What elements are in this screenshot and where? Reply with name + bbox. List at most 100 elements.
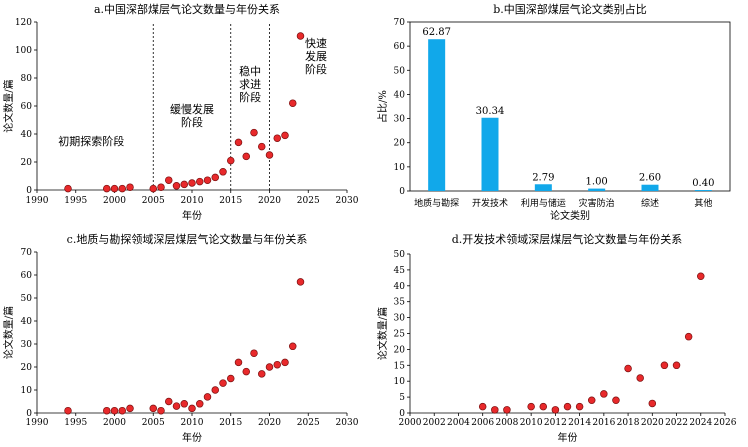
data-point (118, 406, 126, 415)
data-point (188, 179, 196, 187)
data-point (265, 151, 274, 159)
data-point (165, 397, 173, 406)
phase-annotation: 快速 (305, 37, 327, 50)
data-point (539, 402, 548, 411)
y-tick-label: 10 (394, 163, 406, 173)
x-tick-label: 2025 (297, 418, 320, 428)
data-point (227, 374, 235, 383)
data-point (265, 363, 274, 371)
data-point (157, 183, 165, 191)
data-point (64, 184, 72, 193)
y-tick-label: 30 (394, 115, 406, 125)
chart-b-category-share: b.中国深部煤层气论文类别占比 0 10 20 30 40 50 60 70 论文类别 占比/% 地质… (376, 2, 731, 222)
chart-title: c.地质与勘探领域深层煤层气论文数量与年份关系 (67, 232, 308, 246)
bar (641, 184, 659, 191)
data-point (273, 134, 282, 142)
data-point (289, 342, 297, 351)
bar (428, 39, 446, 192)
data-point (281, 131, 289, 140)
y-tick-label: 20 (21, 158, 33, 168)
x-tick-label: 2014 (568, 418, 591, 428)
data-point (563, 402, 572, 411)
data-point (289, 99, 297, 107)
chart-title: d.开发技术领域深层煤层气论文数量与年份关系 (452, 232, 683, 246)
chart-a-geology-overall: a.中国深部煤层气论文数量与年份关系 0 20 40 60 80 100 120 年份 论文数量/… (2, 2, 359, 222)
x-tick-label: 1990 (26, 196, 49, 206)
data-point (118, 184, 126, 193)
y-tick-label: 60 (21, 102, 33, 112)
data-point (624, 364, 632, 373)
data-point (660, 361, 669, 370)
data-point (258, 370, 266, 378)
data-point (196, 177, 204, 186)
phase-annotation: 阶段 (181, 115, 203, 129)
x-tick-label: 2005 (142, 196, 165, 206)
x-tick-label: 2016 (592, 418, 615, 428)
phase-annotation: 阶段 (305, 62, 327, 76)
x-tick-label: 1995 (64, 196, 87, 206)
data-point (527, 402, 535, 411)
bar (481, 117, 499, 191)
y-tick-label: 20 (394, 345, 406, 355)
y-tick-label: 0 (399, 409, 405, 419)
x-tick-label: 2010 (520, 418, 543, 428)
y-tick-label: 0 (26, 186, 32, 196)
data-point (211, 386, 220, 394)
x-tick-label: 2015 (219, 418, 242, 428)
x-tick-label: 2012 (544, 418, 567, 428)
data-point (242, 152, 251, 161)
y-tick-label: 50 (394, 250, 406, 260)
data-point (575, 402, 584, 411)
x-category-label: 灾害防治 (579, 197, 615, 209)
bar-value-label: 1.00 (586, 177, 608, 188)
y-tick-label: 50 (394, 66, 406, 76)
y-tick-label: 45 (394, 266, 406, 276)
x-tick-label: 2025 (297, 196, 320, 206)
bar (694, 190, 712, 191)
bar-value-label: 2.79 (532, 172, 554, 183)
y-tick-label: 50 (21, 294, 33, 304)
y-tick-label: 70 (21, 248, 33, 258)
data-point (188, 404, 196, 413)
x-tick-label: 2000 (399, 418, 422, 428)
data-point (697, 272, 705, 281)
data-point (219, 379, 227, 387)
y-tick-label: 40 (394, 282, 406, 292)
y-axis-label: 论文数量/篇 (2, 306, 15, 359)
plot-frame (409, 21, 731, 192)
data-point (102, 184, 111, 193)
phase-annotation: 求进 (239, 78, 261, 91)
y-tick-label: 20 (394, 139, 406, 149)
x-tick-label: 2022 (665, 418, 688, 428)
data-point (234, 358, 243, 367)
y-axis-label: 占比/% (376, 90, 389, 123)
y-tick-label: 30 (394, 314, 406, 324)
data-point (110, 184, 119, 193)
x-category-label: 开发技术 (472, 197, 508, 209)
y-tick-label: 60 (394, 42, 406, 52)
x-tick-label: 2030 (336, 196, 359, 206)
bar (588, 188, 606, 191)
chart-title: b.中国深部煤层气论文类别占比 (493, 2, 647, 16)
x-tick-label: 2000 (103, 196, 126, 206)
data-point (157, 406, 165, 415)
data-point (172, 402, 181, 410)
phase-annotation: 发展 (305, 49, 327, 63)
chart-title: a.中国深部煤层气论文数量与年份关系 (94, 2, 280, 16)
x-tick-label: 2006 (471, 418, 494, 428)
y-tick-label: 0 (26, 409, 32, 419)
x-category-label: 综述 (641, 197, 659, 209)
data-point (110, 406, 119, 415)
y-axis-label: 论文数量/篇 (376, 307, 389, 360)
data-point (126, 183, 134, 191)
y-tick-label: 5 (399, 393, 405, 403)
data-point (636, 374, 644, 382)
data-point (126, 404, 134, 413)
data-point (172, 182, 181, 190)
phase-annotation: 初期探索阶段 (58, 134, 124, 148)
bar (534, 184, 552, 191)
x-category-label: 地质与勘探 (414, 197, 459, 209)
chart-c-geology-exploration: c.地质与勘探领域深层煤层气论文数量与年份关系010203040506070年份… (2, 232, 359, 444)
y-tick-label: 40 (394, 90, 406, 100)
y-tick-label: 80 (21, 74, 33, 84)
